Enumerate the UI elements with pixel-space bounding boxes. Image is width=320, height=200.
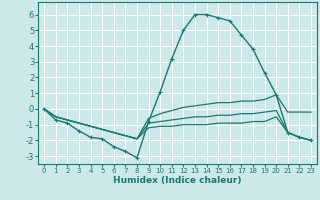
X-axis label: Humidex (Indice chaleur): Humidex (Indice chaleur) [113,176,242,185]
